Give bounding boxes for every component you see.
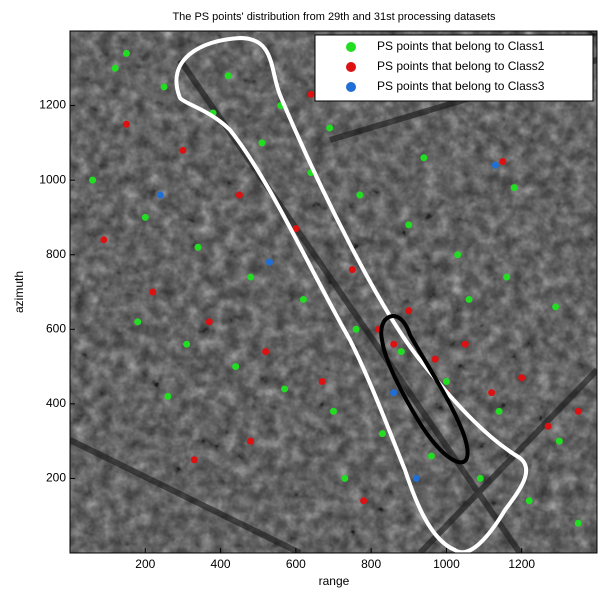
ps-point [428,453,435,460]
ps-point [194,244,201,251]
ps-point [142,214,149,221]
legend-label: PS points that belong to Class1 [377,39,545,53]
ps-point [300,296,307,303]
ps-point [545,423,552,430]
legend-marker [346,42,356,52]
ps-point [266,259,273,266]
ps-point [353,326,360,333]
ps-point [575,408,582,415]
ps-point [164,393,171,400]
ps-point [100,236,107,243]
ps-point [356,192,363,199]
x-tick-label: 1000 [433,557,460,571]
ps-point [247,274,254,281]
ps-point [236,192,243,199]
ps-point [341,475,348,482]
ps-point [496,408,503,415]
y-axis-label: azimuth [12,271,26,313]
x-tick-label: 600 [286,557,306,571]
y-tick-label: 400 [46,396,66,410]
ps-point [123,50,130,57]
ps-point [454,251,461,258]
x-tick-label: 1200 [508,557,535,571]
ps-point [247,438,254,445]
ps-point [379,430,386,437]
ps-point [503,274,510,281]
ps-point [556,438,563,445]
image-texture [70,31,597,553]
ps-point [349,266,356,273]
ps-point [405,307,412,314]
y-tick-label: 600 [46,321,66,335]
legend-marker [346,62,356,72]
ps-point [575,520,582,527]
ps-point [319,378,326,385]
ps-point [123,121,130,128]
ps-point [183,341,190,348]
ps-point [307,91,314,98]
y-tick-label: 800 [46,247,66,261]
x-tick-label: 200 [135,557,155,571]
ps-point [420,154,427,161]
ps-point [281,385,288,392]
ps-point [134,318,141,325]
ps-point [466,296,473,303]
legend-marker [346,82,356,92]
ps-point [413,475,420,482]
ps-point [232,363,239,370]
ps-point [398,348,405,355]
ps-point [330,408,337,415]
ps-point [326,124,333,131]
chart-title: The PS points' distribution from 29th an… [172,11,496,23]
ps-point [511,184,518,191]
ps-point [552,303,559,310]
ps-point [262,348,269,355]
y-tick-label: 1000 [39,172,66,186]
ps-point [206,318,213,325]
ps-point [390,389,397,396]
x-axis-label: range [319,574,350,588]
ps-point [161,83,168,90]
ps-point [518,374,525,381]
ps-point [432,356,439,363]
ps-point [258,139,265,146]
ps-point [499,158,506,165]
x-tick-label: 400 [211,557,231,571]
ps-point [477,475,484,482]
ps-point [89,177,96,184]
ps-point [390,341,397,348]
ps-point [488,389,495,396]
y-tick-label: 200 [46,471,66,485]
legend-label: PS points that belong to Class2 [377,59,545,73]
legend-label: PS points that belong to Class3 [377,79,545,93]
y-tick-label: 1200 [39,98,66,112]
ps-point [112,65,119,72]
ps-point [492,162,499,169]
ps-point [191,456,198,463]
ps-point [443,378,450,385]
chart: The PS points' distribution from 29th an… [0,0,602,593]
ps-point [225,72,232,79]
legend: PS points that belong to Class1 PS points… [315,35,593,101]
ps-point [405,221,412,228]
ps-point [462,341,469,348]
ps-point [149,289,156,296]
ps-point [360,497,367,504]
ps-point [157,192,164,199]
ps-point [526,497,533,504]
x-tick-label: 800 [361,557,381,571]
ps-point [179,147,186,154]
